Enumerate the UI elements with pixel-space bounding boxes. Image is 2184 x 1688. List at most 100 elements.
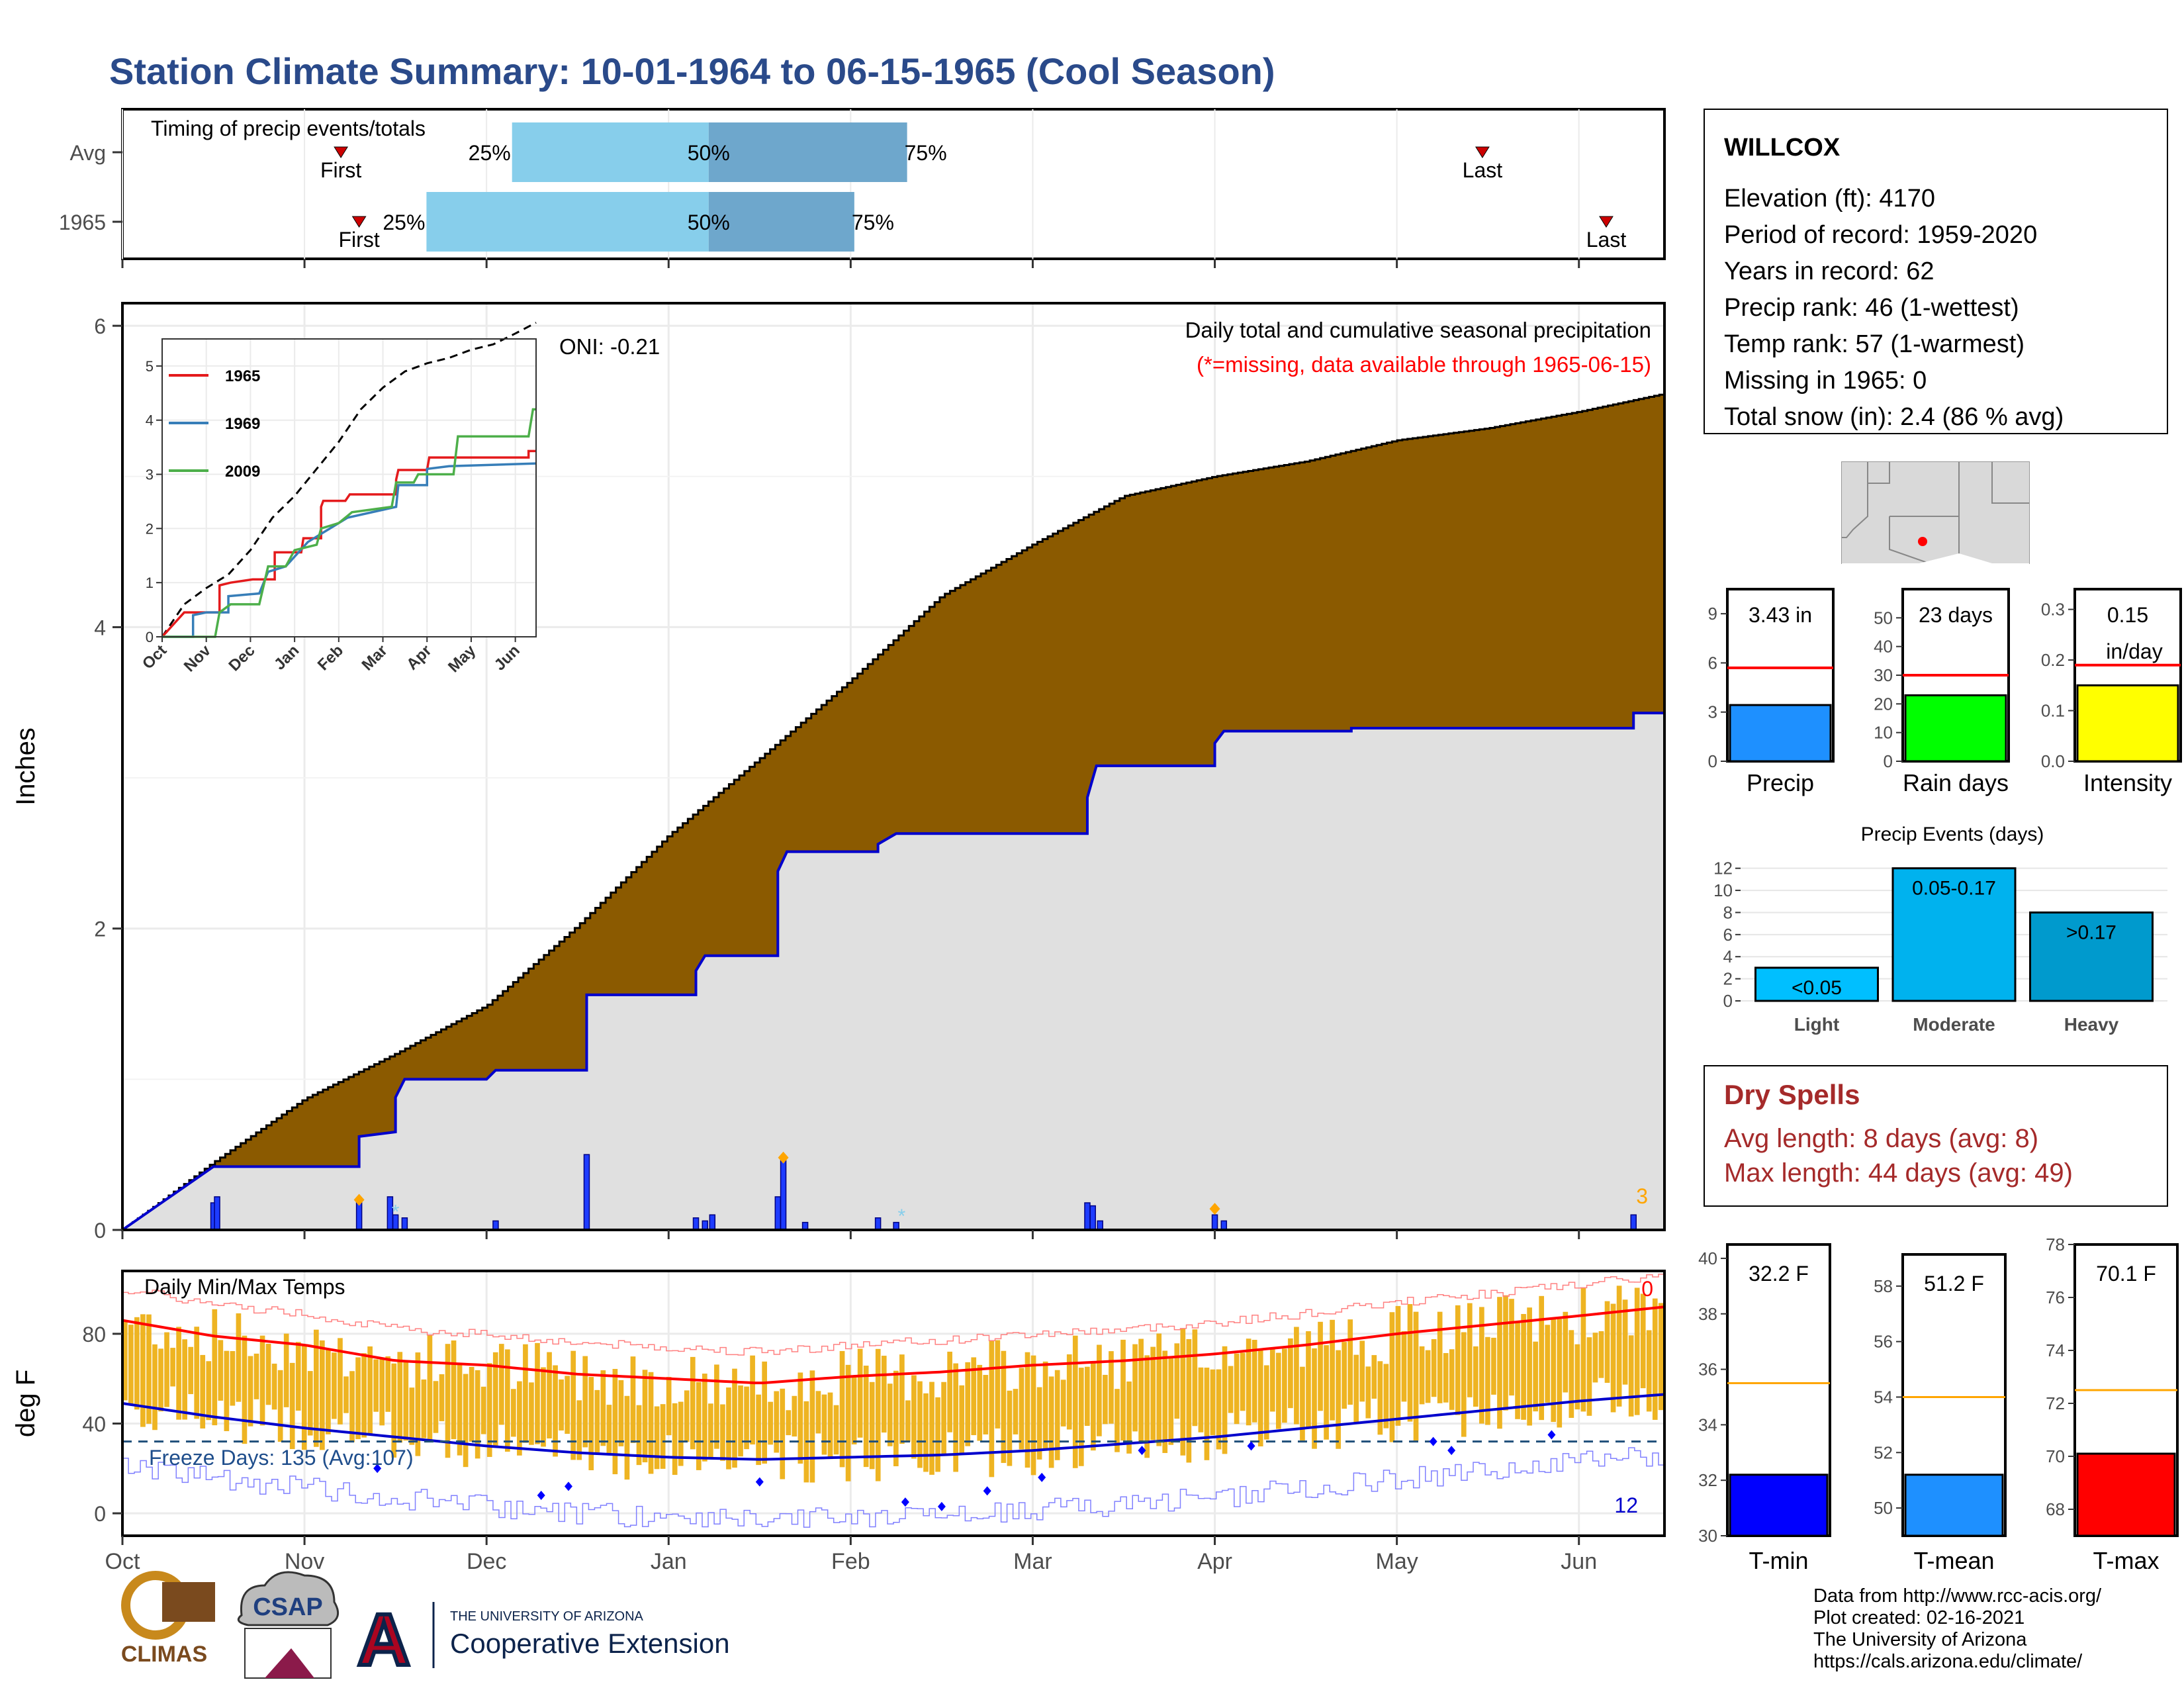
- daily-temp-range-bar: [576, 1400, 582, 1460]
- timing-p75-label: 75%: [852, 211, 894, 234]
- daily-temp-range-bar: [1240, 1352, 1246, 1411]
- daily-temp-range-bar: [1288, 1338, 1293, 1409]
- daily-precip-bar: [583, 1154, 590, 1231]
- temp-summary-y-tick-label: 68: [2046, 1499, 2065, 1519]
- map-borders: [1842, 462, 2029, 564]
- temp-summary-y-tick-label: 36: [1698, 1360, 1717, 1380]
- daily-temp-range-bar: [547, 1352, 552, 1439]
- daily-temp-range-bar: [1634, 1288, 1640, 1415]
- climas-logo-text: CLIMAS: [121, 1642, 207, 1667]
- daily-temp-range-bar: [1084, 1366, 1090, 1427]
- daily-temp-range-bar: [815, 1391, 821, 1434]
- summary-y-tick-label: 0.1: [2041, 701, 2065, 721]
- daily-temp-range-bar: [648, 1372, 654, 1474]
- daily-temp-range-bar: [158, 1348, 163, 1412]
- daily-temp-range-bar: [774, 1391, 780, 1453]
- daily-temp-range-bar: [1563, 1311, 1569, 1393]
- daily-temp-range-bar: [965, 1362, 971, 1446]
- first-event-marker: [351, 216, 367, 228]
- daily-temp-range-bar: [839, 1350, 845, 1468]
- footer-logos: CLIMAS CSAP A THE UNIVERSITY OF ARIZONA …: [121, 1571, 730, 1683]
- timing-p25-label: 25%: [469, 141, 511, 165]
- daily-temp-range-bar: [128, 1325, 134, 1404]
- daily-temp-range-bar: [361, 1353, 367, 1438]
- daily-temp-range-bar: [1467, 1303, 1473, 1397]
- csap-logo-text: CSAP: [253, 1593, 323, 1621]
- daily-temp-range-bar: [1652, 1298, 1658, 1420]
- daily-temp-range-bar: [1168, 1358, 1174, 1445]
- temp-summary-y-tick-label: 32: [1698, 1470, 1717, 1490]
- station-location-dot: [1918, 537, 1927, 546]
- daily-temp-range-bar: [283, 1333, 289, 1407]
- daily-temp-range-bar: [1019, 1368, 1024, 1450]
- daily-temp-range-bar: [553, 1365, 558, 1457]
- daily-temp-range-bar: [732, 1368, 737, 1468]
- daily-temp-range-bar: [606, 1405, 612, 1455]
- daily-temp-range-bar: [307, 1371, 313, 1436]
- temp-summary-y-tick-label: 70: [2046, 1446, 2065, 1466]
- daily-temp-range-bar: [1383, 1364, 1389, 1429]
- daily-temp-range-bar: [1539, 1295, 1545, 1421]
- daily-temp-range-bar: [1312, 1348, 1317, 1449]
- daily-temp-range-bar: [630, 1356, 636, 1443]
- daily-temp-range-bar: [875, 1348, 881, 1481]
- daily-temp-range-bar: [1610, 1303, 1616, 1413]
- daily-temp-range-bar: [152, 1344, 158, 1430]
- daily-temp-range-bar: [397, 1352, 403, 1443]
- precip-y-tick-label: 4: [94, 616, 106, 639]
- daily-temp-range-bar: [1353, 1354, 1359, 1423]
- daily-temp-range-bar: [373, 1359, 379, 1412]
- summary-panel-label: Intensity: [2083, 769, 2172, 796]
- temp-frame: [121, 1270, 1666, 1537]
- daily-temp-range-bar: [1228, 1366, 1234, 1413]
- month-tick-label: Oct: [105, 1549, 140, 1574]
- events-y-tick-label: 8: [1723, 902, 1733, 922]
- summary-y-tick-label: 0.3: [2041, 600, 2065, 620]
- daily-temp-range-bar: [893, 1370, 899, 1467]
- daily-temp-range-bar: [1263, 1365, 1269, 1440]
- summary-value-label: 0.15: [2107, 603, 2148, 627]
- summary-bar-panels: 3.43 in 0 3 6 9 Precip 23 days 0 10 20 30 40 50 Rain …: [1708, 588, 2182, 796]
- daily-temp-range-bar: [1640, 1293, 1646, 1389]
- daily-temp-range-bar: [1030, 1355, 1036, 1476]
- daily-temp-range-bar: [1204, 1368, 1210, 1460]
- daily-temp-range-bar: [176, 1327, 181, 1420]
- daily-precip-bar: [1097, 1220, 1103, 1231]
- timing-p50-label: 50%: [688, 141, 730, 165]
- station-info-line: Elevation (ft): 4170: [1724, 185, 1935, 212]
- events-y-tick-label: 10: [1713, 880, 1733, 900]
- timing-bar-upper-1: [708, 192, 854, 252]
- daily-temp-range-bar: [1527, 1307, 1532, 1426]
- daily-temp-range-bar: [1521, 1313, 1526, 1420]
- daily-temp-range-bar: [941, 1382, 946, 1455]
- daily-temp-range-bar: [517, 1381, 522, 1456]
- events-y-tick-label: 2: [1723, 969, 1733, 989]
- daily-temp-range-bar: [1007, 1390, 1013, 1466]
- first-event-label: First: [339, 228, 380, 252]
- temp-summary-y-tick-label: 54: [1874, 1387, 1893, 1407]
- daily-temp-range-bar: [427, 1335, 433, 1440]
- daily-temp-range-bar: [702, 1374, 707, 1462]
- station-info: WILLCOX Elevation (ft): 4170 Period of re…: [1704, 109, 2168, 434]
- daily-temp-range-bar: [618, 1380, 624, 1446]
- daily-temp-range-bar: [338, 1338, 343, 1425]
- station-info-line: Temp rank: 57 (1-warmest): [1724, 330, 2025, 358]
- precip-events-chart: Precip Events (days) 02 4 6 810 12 <0.05 Light…: [1713, 823, 2167, 1035]
- daily-temp-range-bar: [122, 1321, 128, 1401]
- daily-temp-range-bar: [624, 1395, 630, 1480]
- temp-summary-y-tick-label: 72: [2046, 1393, 2065, 1413]
- daily-precip-bar: [1630, 1214, 1637, 1231]
- daily-temp-range-bar: [1324, 1345, 1329, 1440]
- daily-temp-range-bar: [1282, 1348, 1287, 1423]
- summary-y-tick-label: 10: [1874, 723, 1893, 743]
- daily-temp-range-bar: [1103, 1374, 1108, 1425]
- temp-summary-y-tick-label: 50: [1874, 1498, 1893, 1518]
- daily-temp-range-bar: [1401, 1331, 1407, 1402]
- daily-temp-range-bar: [1455, 1305, 1461, 1415]
- daily-temp-range-bar: [1461, 1332, 1467, 1437]
- daily-temp-range-bar: [1156, 1333, 1162, 1446]
- daily-temp-range-bar: [379, 1358, 385, 1426]
- station-frame: [1704, 109, 2168, 434]
- month-tick-label: Jan: [651, 1549, 687, 1574]
